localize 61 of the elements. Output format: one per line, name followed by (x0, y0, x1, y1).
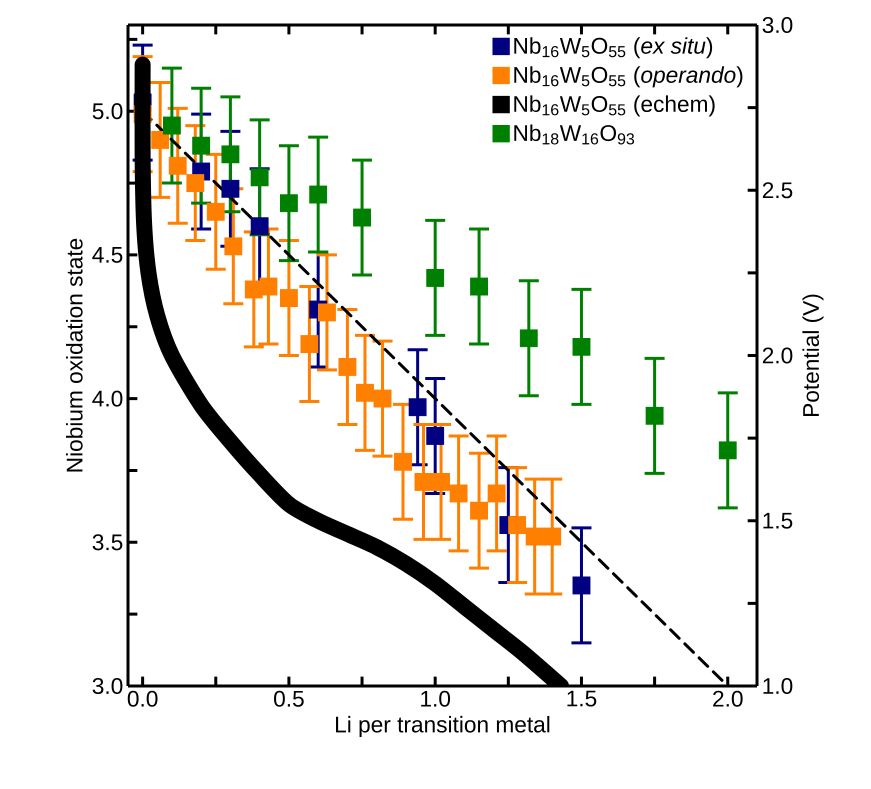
x-tick-label: 1.5 (567, 690, 596, 707)
point (572, 338, 590, 356)
x-tick-label: 0.5 (274, 690, 304, 707)
point (250, 217, 269, 236)
y-tick-label: 3.0 (92, 678, 122, 694)
point (543, 528, 562, 546)
point (646, 406, 664, 425)
point (414, 473, 432, 491)
x-tick-label: 0.0 (128, 690, 158, 707)
point (488, 484, 506, 502)
point (168, 156, 187, 175)
y2-tick-label: 2.0 (762, 347, 792, 364)
y2-tick-label: 3.0 (762, 16, 792, 34)
text: Nb$_{16}$W$_{5}$O$_{55}$ (operando) (514, 66, 742, 88)
legend-label: Nb$_{16}$W$_{5}$O$_{55}$ (echem) (514, 95, 715, 116)
point (151, 131, 170, 149)
text: Nb$_{16}$W$_{5}$O$_{55}$ (ex situ) (514, 37, 712, 58)
point (508, 516, 526, 534)
x-tick-label: 2.0 (713, 690, 743, 707)
y-tick-label: 5.0 (92, 103, 122, 120)
point (280, 289, 298, 307)
point (408, 398, 427, 416)
point (426, 427, 444, 445)
point (470, 502, 488, 520)
point (259, 278, 278, 296)
point (300, 335, 318, 353)
point (192, 136, 210, 155)
point (450, 484, 468, 502)
x-axis-title: Li per transition metal (336, 716, 550, 738)
y-tick-label: 3.5 (92, 534, 122, 550)
point (356, 384, 374, 402)
point (426, 268, 444, 287)
point (353, 208, 371, 226)
point (206, 202, 225, 221)
point (338, 358, 356, 376)
point (572, 576, 590, 594)
y-axis-title: Niobium oxidation state (66, 238, 83, 472)
y-tick-label: 4.0 (92, 390, 122, 407)
point (470, 278, 488, 296)
point (520, 329, 538, 348)
point (221, 145, 240, 164)
point (250, 168, 269, 186)
x-tick-label: 1.0 (421, 690, 450, 707)
y2-tick-label: 1.0 (763, 678, 792, 694)
point (221, 180, 240, 198)
point (374, 390, 392, 408)
point (186, 174, 204, 192)
y2-axis-title: Potential (V) (802, 294, 824, 416)
point (224, 237, 242, 256)
y2-tick-label: 1.5 (763, 512, 792, 529)
point (526, 528, 544, 546)
point (432, 473, 450, 491)
point (394, 452, 412, 471)
point (718, 441, 737, 460)
point (162, 116, 181, 135)
point (280, 194, 298, 212)
legend-label: Nb$_{18}$W$_{16}$O$_{93}$ (514, 124, 634, 144)
point (318, 303, 336, 322)
point (309, 186, 328, 204)
y2-tick-label: 2.5 (762, 182, 792, 198)
y-tick-label: 4.5 (92, 246, 122, 263)
